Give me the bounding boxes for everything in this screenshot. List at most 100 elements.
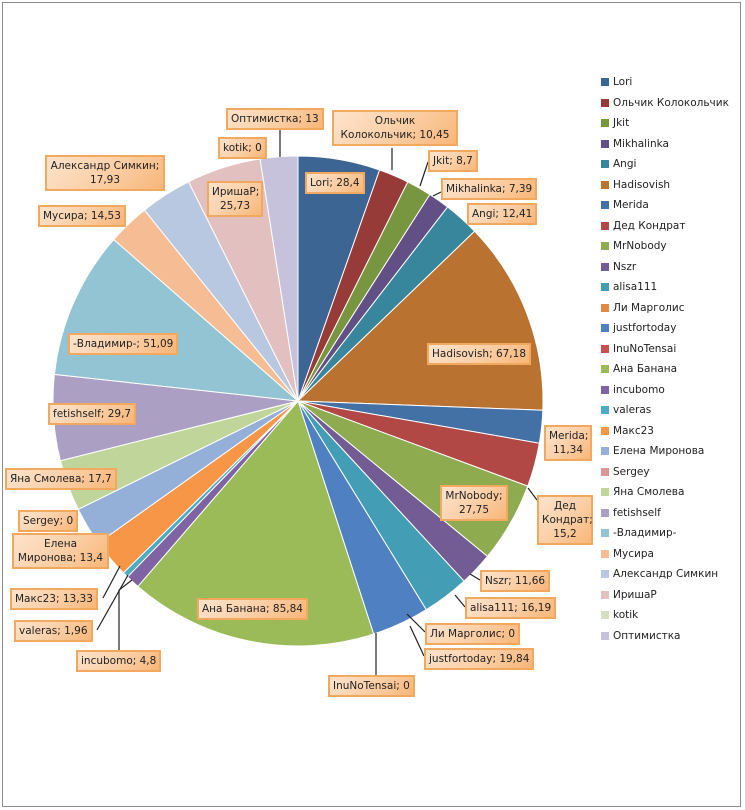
data-label: Оптимистка; 13 <box>226 108 324 130</box>
legend-item: InuNoTensai <box>601 339 729 360</box>
data-label: -Владимир-; 51,09 <box>68 333 179 355</box>
legend-label: Оптимистка <box>613 629 681 642</box>
legend-swatch <box>601 590 609 599</box>
legend-item: Оптимистка <box>601 626 729 647</box>
legend-label: Sergey <box>613 465 650 478</box>
data-label: Ана Банана; 85,84 <box>197 598 308 620</box>
legend-label: kotik <box>613 609 639 622</box>
legend-label: Merida <box>613 199 649 212</box>
legend-label: Ли Марголис <box>613 301 685 314</box>
legend-swatch <box>601 98 609 107</box>
legend-item: Nszr <box>601 257 729 278</box>
legend-item: Ана Банана <box>601 359 729 380</box>
legend-label: incubomo <box>613 383 665 396</box>
legend-swatch <box>601 201 609 210</box>
legend-item: Яна Смолева <box>601 482 729 503</box>
legend-item: Александр Симкин <box>601 564 729 585</box>
legend-swatch <box>601 221 609 230</box>
leader-line <box>406 613 426 633</box>
legend-label: MrNobody <box>613 240 667 253</box>
legend-item: MrNobody <box>601 236 729 257</box>
legend-label: Lori <box>613 76 633 89</box>
leader-line <box>469 573 481 581</box>
legend-item: ИришаР <box>601 585 729 606</box>
legend-label: Jkit <box>613 117 630 130</box>
legend-item: Mikhalinka <box>601 134 729 155</box>
legend-item: valeras <box>601 400 729 421</box>
leader-line <box>102 565 121 599</box>
legend-item: -Владимир- <box>601 523 729 544</box>
legend-swatch <box>601 344 609 353</box>
legend-swatch <box>601 426 609 435</box>
data-label: Яна Смолева; 17,7 <box>5 468 117 490</box>
legend-swatch <box>601 508 609 517</box>
legend-label: fetishself <box>613 506 661 519</box>
legend-swatch <box>601 406 609 415</box>
legend-swatch <box>601 262 609 271</box>
leader-line <box>454 594 466 608</box>
legend-item: alisa111 <box>601 277 729 298</box>
legend-swatch <box>601 180 609 189</box>
data-label: Ольчик Колокольчик; 10,45 <box>332 110 458 146</box>
data-label: Mikhalinka; 7,39 <box>441 178 538 200</box>
legend-label: Nszr <box>613 260 637 273</box>
legend-label: ИришаР <box>613 588 657 601</box>
legend-swatch <box>601 447 609 456</box>
legend-swatch <box>601 529 609 538</box>
legend-swatch <box>601 303 609 312</box>
data-label: justfortoday; 19,84 <box>424 648 535 670</box>
legend-label: Александр Симкин <box>613 568 719 581</box>
legend-item: Jkit <box>601 113 729 134</box>
leader-lines <box>96 127 538 675</box>
legend-item: Ольчик Колокольчик <box>601 93 729 114</box>
data-label: Jkit; 8,7 <box>428 150 478 172</box>
data-label: Макс23; 13,33 <box>10 588 98 610</box>
legend-label: alisa111 <box>613 281 658 294</box>
legend-label: Макс23 <box>613 424 654 437</box>
data-label: InuNoTensai; 0 <box>328 675 415 697</box>
data-label: Дед Кондрат; 15,2 <box>537 495 593 545</box>
legend-item: Ли Марголис <box>601 298 729 319</box>
legend-swatch <box>601 467 609 476</box>
pie-slice--Владимир- <box>53 238 300 402</box>
legend-label: Hadisovish <box>613 178 671 191</box>
legend-item: Hadisovish <box>601 175 729 196</box>
pie-slice-Ана Банана <box>137 400 375 647</box>
legend-label: Ана Банана <box>613 363 678 376</box>
data-label: alisa111; 16,19 <box>465 597 557 619</box>
leader-line <box>96 574 129 631</box>
data-label: MrNobody; 27,75 <box>440 485 508 521</box>
legend-label: Мусира <box>613 547 654 560</box>
data-label: Александр Симкин; 17,93 <box>45 155 165 191</box>
legend-swatch <box>601 283 609 292</box>
legend-swatch <box>601 119 609 128</box>
legend-label: Mikhalinka <box>613 137 669 150</box>
data-label: Merida; 11,34 <box>544 425 592 461</box>
data-label: Hadisovish; 67,18 <box>427 343 531 365</box>
legend-swatch <box>601 631 609 640</box>
legend-item: Мусира <box>601 544 729 565</box>
legend-swatch <box>601 78 609 87</box>
legend-label: Елена Миронова <box>613 445 705 458</box>
legend-swatch <box>601 365 609 374</box>
legend-label: -Владимир- <box>613 527 677 540</box>
leader-line <box>527 487 538 501</box>
legend-item: Lori <box>601 72 729 93</box>
legend-item: justfortoday <box>601 318 729 339</box>
legend-label: valeras <box>613 404 652 417</box>
leader-line <box>432 191 442 197</box>
data-label: Nszr; 11,66 <box>480 570 551 592</box>
leader-line <box>118 579 133 650</box>
legend-swatch <box>601 324 609 333</box>
legend-swatch <box>601 160 609 169</box>
leader-line <box>409 625 425 657</box>
legend: Lori Ольчик Колокольчик Jkit Mikhalinka Angi… <box>601 72 729 646</box>
legend-swatch <box>601 549 609 558</box>
legend-item: Angi <box>601 154 729 175</box>
data-label: Angi; 12,41 <box>467 203 538 225</box>
legend-swatch <box>601 242 609 251</box>
data-label: incubomo; 4,8 <box>76 650 162 672</box>
legend-swatch <box>601 570 609 579</box>
